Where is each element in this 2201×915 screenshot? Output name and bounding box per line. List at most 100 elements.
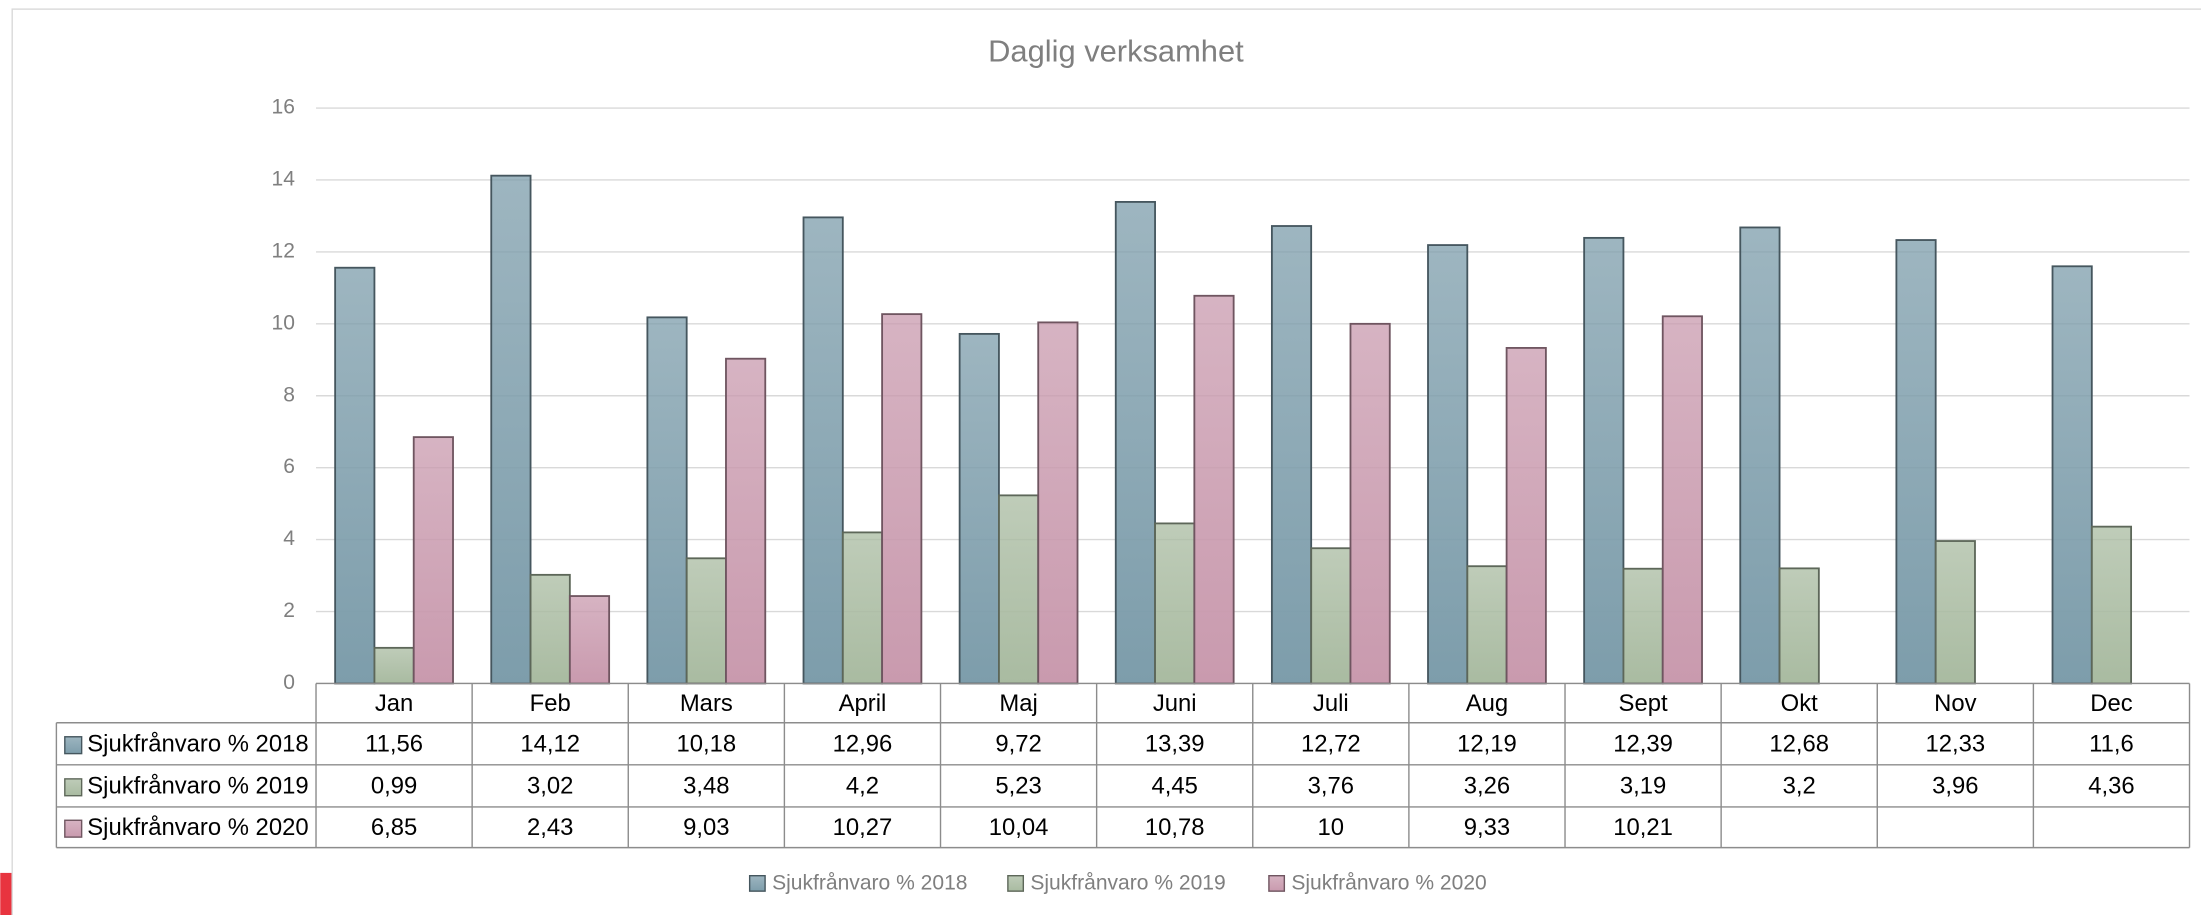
table-cell: 3,26: [1464, 773, 1510, 800]
legend-label: Sjukfrånvaro % 2018: [772, 872, 967, 895]
bar: [1739, 226, 1781, 685]
table-cell: 5,23: [995, 773, 1041, 800]
legend-key: [748, 875, 766, 892]
bar: [1427, 244, 1469, 685]
table-header: Juni: [1153, 690, 1197, 717]
y-tick-label: 4: [283, 527, 295, 550]
bar: [1193, 294, 1235, 685]
bar: [2051, 265, 2093, 685]
bar: [1349, 322, 1391, 685]
bar: [412, 436, 454, 685]
table-cell: 9,33: [1464, 814, 1510, 841]
table-header: Juli: [1313, 690, 1349, 717]
table-cell: 10,78: [1145, 814, 1205, 841]
bar: [568, 595, 611, 685]
table-cell: 12,33: [1925, 730, 1985, 757]
table-cell: 10,21: [1613, 814, 1673, 841]
table-cell: 0,99: [371, 773, 417, 800]
y-tick-label: 10: [272, 311, 295, 334]
table-cell: 3,48: [683, 773, 729, 800]
table-cell: 12,72: [1301, 730, 1361, 757]
legend-key: [1268, 875, 1286, 892]
bar: [2090, 525, 2133, 685]
bar: [490, 174, 532, 685]
edge-marker: [0, 872, 12, 915]
bar: [1661, 315, 1703, 685]
y-tick-label: 6: [283, 455, 295, 478]
table-cell: 3,96: [1932, 773, 1978, 800]
y-tick-label: 12: [272, 239, 295, 262]
legend-key: [1007, 875, 1025, 892]
table-cell: 12,96: [833, 730, 893, 757]
bar: [1310, 547, 1352, 685]
table-row-label: Sjukfrånvaro % 2019: [87, 773, 308, 800]
y-tick-label: 0: [283, 671, 295, 694]
table-header: Dec: [2090, 690, 2132, 717]
bar: [334, 266, 376, 685]
bar: [373, 646, 415, 685]
table-cell: 12,68: [1769, 730, 1829, 757]
bar: [1895, 239, 1937, 685]
table-cell: 3,2: [1783, 773, 1816, 800]
table-cell: 3,76: [1308, 773, 1354, 800]
table-cell: 11,6: [2089, 730, 2134, 757]
bar: [958, 332, 1000, 685]
table-cell: 2,43: [527, 814, 573, 841]
table-cell: 4,45: [1151, 773, 1197, 800]
bar: [1466, 565, 1508, 685]
table-header: April: [839, 690, 887, 717]
bar: [1154, 522, 1196, 685]
table-cell: 10,18: [676, 730, 736, 757]
table-header: Feb: [530, 690, 571, 717]
bar: [1934, 540, 1976, 685]
bar: [1114, 201, 1156, 685]
y-tick-label: 2: [283, 599, 295, 622]
table-cell: 14,12: [520, 730, 580, 757]
table-header: Okt: [1781, 690, 1818, 717]
table-row-label: Sjukfrånvaro % 2018: [87, 730, 308, 757]
table-cell: 4,2: [846, 773, 879, 800]
table-cell: 3,19: [1620, 773, 1666, 800]
bar: [725, 357, 767, 685]
table-cell: 10,04: [989, 814, 1049, 841]
bar: [1270, 225, 1313, 685]
bar: [1037, 321, 1079, 685]
bar: [1583, 236, 1625, 685]
table-row-label: Sjukfrånvaro % 2020: [87, 814, 308, 841]
table-header: Mars: [680, 690, 733, 717]
table-cell: 4,36: [2088, 773, 2134, 800]
bar: [881, 313, 923, 685]
table-cell: 3,02: [527, 773, 573, 800]
table-legend-key: [64, 778, 83, 797]
bar: [646, 316, 688, 685]
y-tick-label: 16: [272, 96, 295, 119]
bar: [802, 216, 844, 685]
bar: [841, 531, 884, 685]
table-header: Maj: [999, 690, 1037, 717]
bar: [529, 573, 571, 685]
table-cell: 10,27: [833, 814, 893, 841]
y-tick-label: 14: [272, 168, 296, 191]
table-header: Jan: [375, 690, 413, 717]
table-cell: 6,85: [371, 814, 417, 841]
bar: [1622, 567, 1664, 685]
table-cell: 10: [1318, 814, 1345, 841]
y-tick-label: 8: [283, 383, 295, 406]
bar: [1778, 567, 1820, 685]
bar: [1505, 347, 1547, 685]
legend-label: Sjukfrånvaro % 2020: [1291, 872, 1486, 895]
chart-border: [11, 8, 2201, 915]
table-header: Sept: [1619, 690, 1668, 717]
legend-label: Sjukfrånvaro % 2019: [1030, 872, 1225, 895]
table-cell: 12,39: [1613, 730, 1673, 757]
table-cell: 9,72: [995, 730, 1041, 757]
table-cell: 13,39: [1145, 730, 1205, 757]
table-legend-key: [64, 819, 83, 838]
table-cell: 9,03: [683, 814, 729, 841]
table-header: Nov: [1934, 690, 1976, 717]
bar: [998, 494, 1040, 685]
table-cell: 12,19: [1457, 730, 1517, 757]
table-header: Aug: [1466, 690, 1508, 717]
